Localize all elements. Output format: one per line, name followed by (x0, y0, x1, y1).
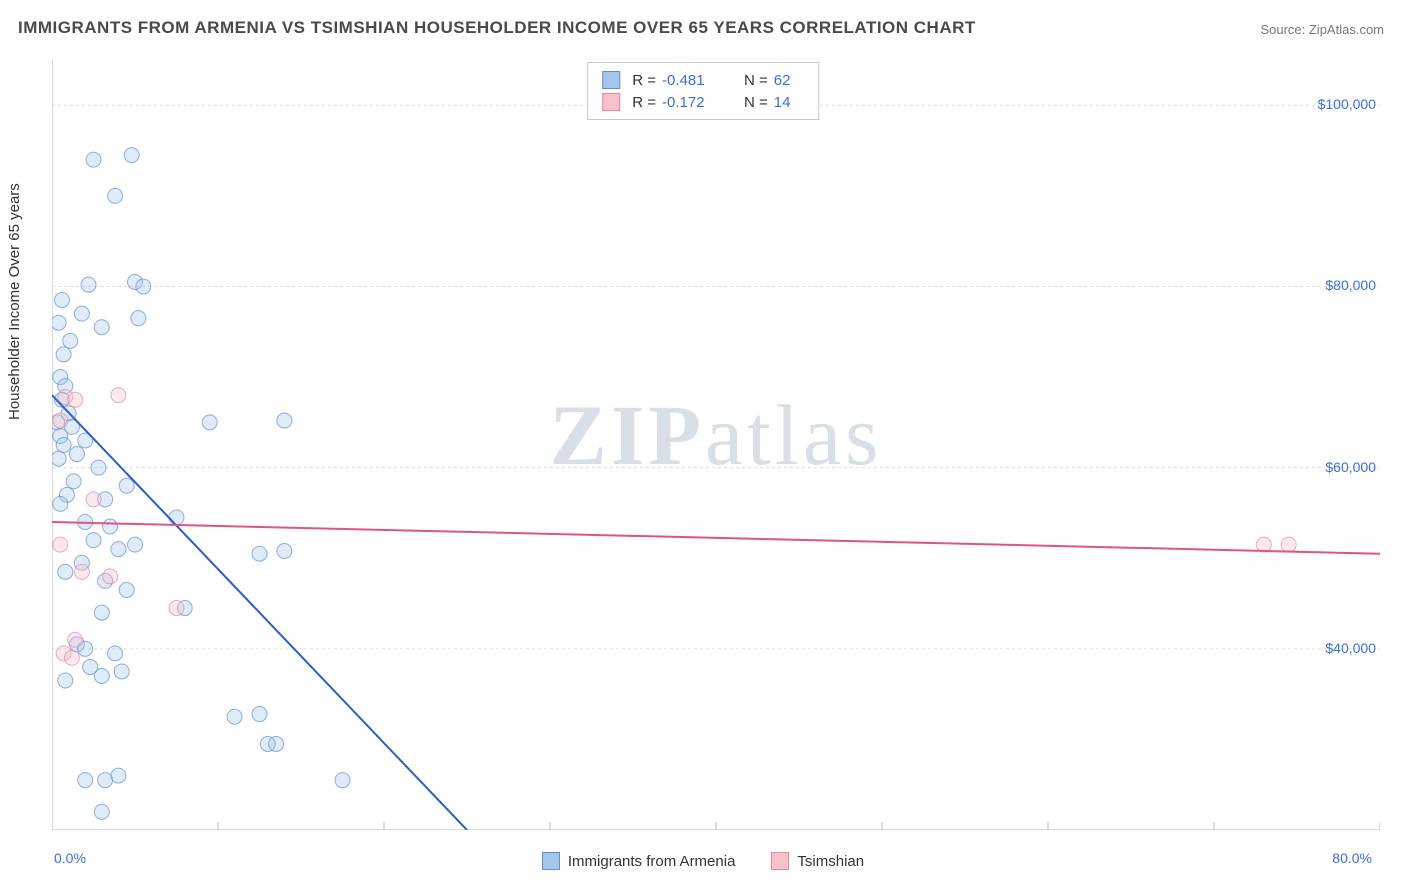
data-point (119, 582, 134, 597)
data-point (56, 347, 71, 362)
data-point (128, 537, 143, 552)
data-point (58, 673, 73, 688)
correlation-legend-row: R = -0.172 N = 14 (588, 91, 818, 113)
data-point (56, 438, 71, 453)
r-label: R = (632, 72, 656, 89)
data-point (52, 315, 66, 330)
data-point (108, 188, 123, 203)
data-point (136, 279, 151, 294)
data-point (58, 564, 73, 579)
correlation-legend: R = -0.481 N = 62 R = -0.172 N = 14 (587, 62, 819, 120)
data-point (69, 447, 84, 462)
data-point (277, 543, 292, 558)
legend-swatch (542, 852, 560, 870)
data-point (98, 773, 113, 788)
data-point (1281, 537, 1296, 552)
data-point (94, 669, 109, 684)
data-point (252, 707, 267, 722)
legend-label: Immigrants from Armenia (568, 853, 736, 870)
data-point (54, 293, 69, 308)
correlation-legend-row: R = -0.481 N = 62 (588, 69, 818, 91)
data-point (66, 474, 81, 489)
data-point (64, 650, 79, 665)
source-attribution: Source: ZipAtlas.com (1260, 22, 1384, 37)
data-point (227, 709, 242, 724)
n-value: 62 (774, 72, 804, 89)
data-point (124, 148, 139, 163)
legend-item: Immigrants from Armenia (542, 852, 736, 870)
n-label: N = (744, 72, 768, 89)
n-value: 14 (774, 94, 804, 111)
data-point (81, 277, 96, 292)
y-tick-label: $40,000 (1325, 640, 1376, 656)
data-point (53, 537, 68, 552)
chart-title: IMMIGRANTS FROM ARMENIA VS TSIMSHIAN HOU… (18, 18, 976, 38)
data-point (111, 542, 126, 557)
y-tick-label: $80,000 (1325, 277, 1376, 293)
data-point (103, 569, 118, 584)
data-point (103, 519, 118, 534)
data-point (94, 320, 109, 335)
data-point (63, 333, 78, 348)
data-point (169, 510, 184, 525)
data-point (78, 773, 93, 788)
data-point (119, 478, 134, 493)
data-point (94, 605, 109, 620)
series-legend: Immigrants from Armenia Tsimshian (0, 852, 1406, 874)
data-point (91, 460, 106, 475)
chart-plot-area: ZIPatlas (52, 60, 1380, 830)
data-point (111, 768, 126, 783)
data-point (86, 152, 101, 167)
data-point (86, 492, 101, 507)
legend-item: Tsimshian (771, 852, 864, 870)
legend-swatch (602, 93, 620, 111)
trend-line (52, 522, 1380, 554)
legend-swatch (771, 852, 789, 870)
data-point (74, 306, 89, 321)
data-point (131, 311, 146, 326)
trend-line (52, 395, 467, 830)
data-point (111, 388, 126, 403)
data-point (202, 415, 217, 430)
data-point (68, 632, 83, 647)
r-value: -0.481 (662, 72, 732, 89)
y-axis-label: Householder Income Over 65 years (6, 183, 23, 420)
legend-label: Tsimshian (797, 853, 864, 870)
legend-swatch (602, 71, 620, 89)
data-point (169, 601, 184, 616)
data-point (277, 413, 292, 428)
data-point (108, 646, 123, 661)
n-label: N = (744, 94, 768, 111)
data-point (94, 804, 109, 819)
data-point (269, 736, 284, 751)
data-point (53, 496, 68, 511)
r-value: -0.172 (662, 94, 732, 111)
data-point (86, 533, 101, 548)
y-tick-label: $60,000 (1325, 459, 1376, 475)
y-tick-label: $100,000 (1318, 96, 1376, 112)
data-point (335, 773, 350, 788)
data-point (68, 392, 83, 407)
r-label: R = (632, 94, 656, 111)
data-point (52, 451, 66, 466)
data-point (252, 546, 267, 561)
data-point (74, 564, 89, 579)
data-point (114, 664, 129, 679)
data-point (53, 413, 68, 428)
chart-svg (52, 60, 1380, 830)
